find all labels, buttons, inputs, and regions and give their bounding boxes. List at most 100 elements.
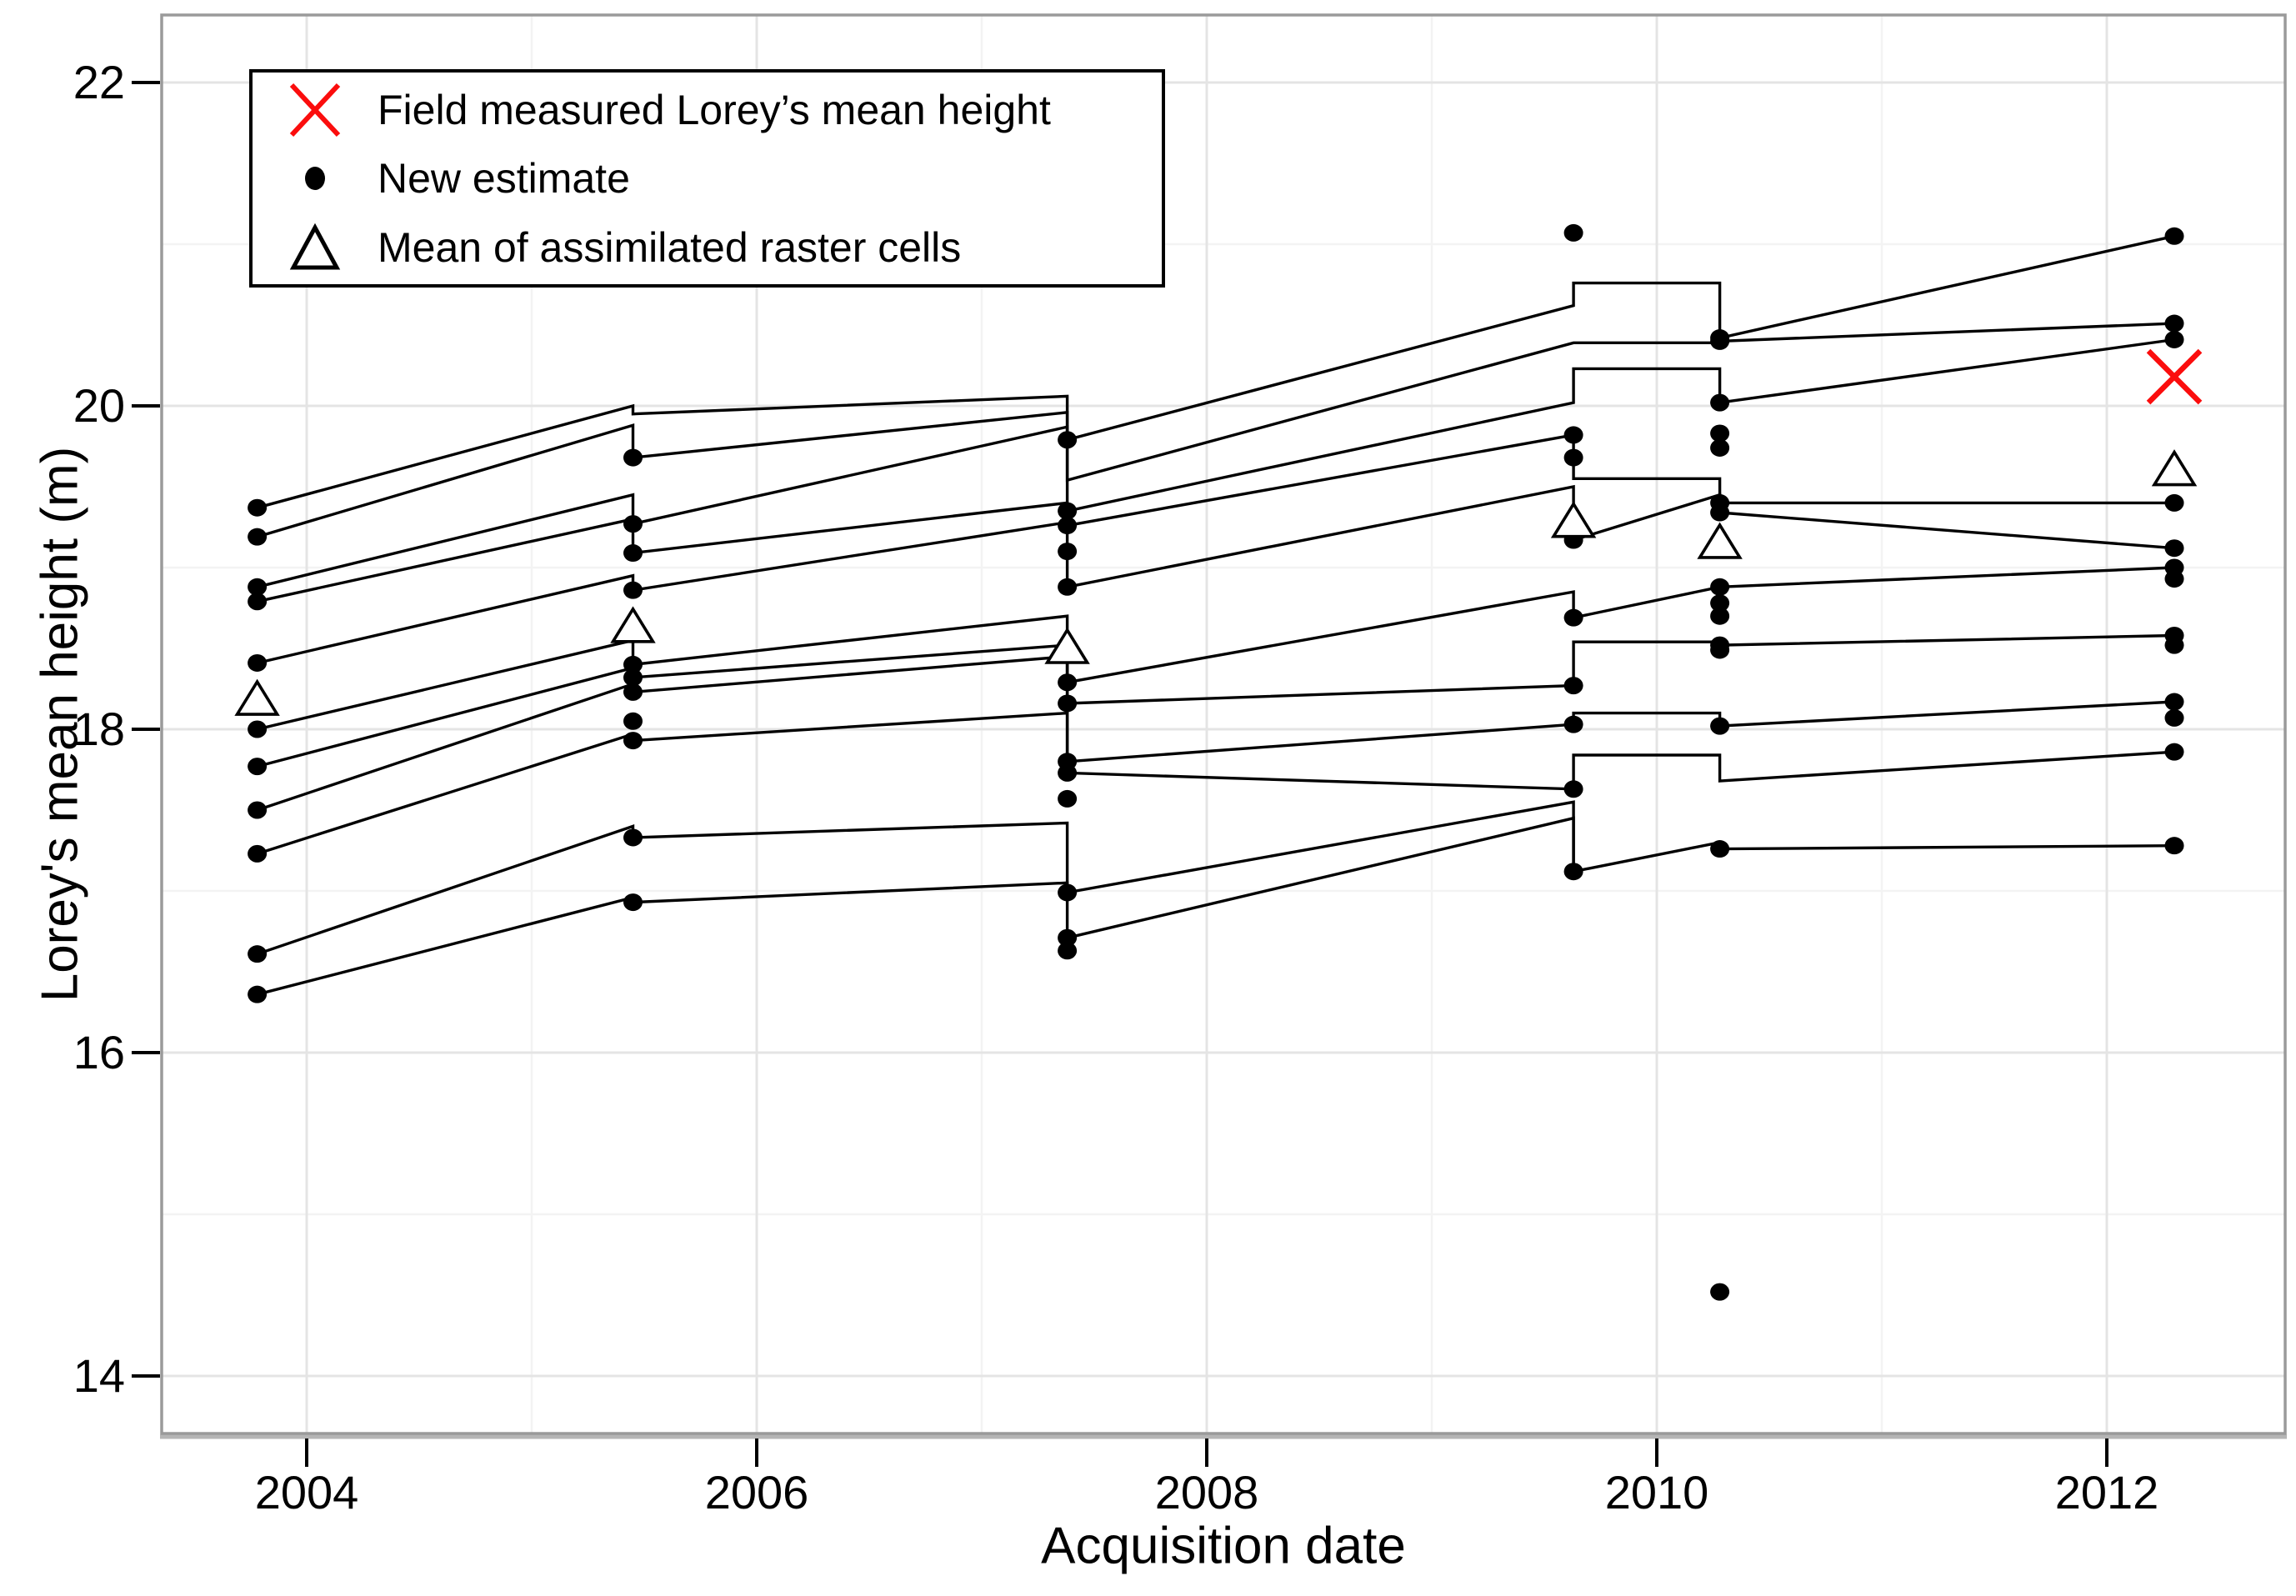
new-estimate-point (623, 893, 643, 912)
new-estimate-point (1563, 608, 1583, 627)
legend-label-raster-mean: Mean of assimilated raster cells (378, 223, 962, 271)
new-estimate-point (623, 668, 643, 687)
new-estimate-point (1058, 789, 1078, 808)
new-estimate-point (1563, 715, 1583, 733)
axis-tick-label: 2010 (1605, 1466, 1709, 1518)
trajectory-line (257, 338, 2175, 588)
new-estimate-point (1710, 1283, 1730, 1301)
new-estimate-point (2164, 314, 2184, 333)
new-estimate-point (2164, 693, 2184, 711)
axis-tick-label: 14 (73, 1349, 125, 1402)
trajectory-line (257, 433, 2174, 603)
axis-tick-label: 2012 (2055, 1466, 2159, 1518)
new-estimate-point (1058, 578, 1078, 596)
new-estimate-point (248, 498, 268, 517)
legend-label-new-estimate: New estimate (378, 155, 630, 202)
new-estimate-point (248, 578, 268, 596)
new-estimate-point (248, 758, 268, 776)
new-estimate-point (1710, 424, 1730, 443)
axis-tick-label: 16 (73, 1026, 125, 1078)
new-estimate-point (1563, 223, 1583, 242)
new-estimate-point (1563, 863, 1583, 881)
new-estimate-point (623, 515, 643, 533)
black-dot-icon (253, 147, 378, 210)
new-estimate-point (248, 528, 268, 546)
new-estimate-point (1058, 942, 1078, 960)
new-estimate-point (248, 653, 268, 672)
new-estimate-point (2164, 636, 2184, 654)
new-estimate-point (623, 732, 643, 750)
panel-border (160, 13, 2287, 1435)
legend-item-raster-mean: Mean of assimilated raster cells (253, 216, 1162, 279)
new-estimate-point (1058, 517, 1078, 535)
new-estimate-point (1710, 503, 1730, 522)
new-estimate-point (623, 655, 643, 673)
axis-tick-label: 18 (73, 703, 125, 755)
raster-mean-triangle (1697, 522, 1743, 559)
raster-mean-triangle (1044, 627, 1090, 664)
new-estimate-point (1710, 393, 1730, 412)
new-estimate-point (623, 683, 643, 701)
axis-tick-label: 2004 (255, 1466, 359, 1518)
raster-mean-triangle (234, 678, 280, 716)
new-estimate-point (1563, 426, 1583, 444)
new-estimate-point (2164, 330, 2184, 348)
new-estimate-point (1563, 677, 1583, 695)
new-estimate-point (623, 581, 643, 599)
new-estimate-point (248, 720, 268, 738)
new-estimate-point (1710, 607, 1730, 625)
x-axis-title: Acquisition date (1041, 1517, 1406, 1575)
raster-mean-triangle (2151, 449, 2198, 487)
new-estimate-point (248, 593, 268, 611)
new-estimate-point (1563, 780, 1583, 798)
legend-label-field-measured: Field measured Lorey’s mean height (378, 86, 1051, 133)
new-estimate-point (623, 712, 643, 730)
new-estimate-point (2164, 227, 2184, 245)
new-estimate-point (2164, 837, 2184, 855)
new-estimate-point (623, 544, 643, 563)
axis-tick-label: 20 (73, 379, 125, 432)
new-estimate-point (1563, 448, 1583, 467)
new-estimate-point (1058, 763, 1078, 782)
new-estimate-point (248, 801, 268, 819)
raster-mean-triangle (610, 606, 656, 643)
new-estimate-point (1710, 332, 1730, 350)
axis-tick-label: 2006 (705, 1466, 809, 1518)
new-estimate-point (2164, 539, 2184, 558)
new-estimate-point (623, 448, 643, 467)
new-estimate-point (1710, 840, 1730, 858)
legend-item-new-estimate: New estimate (253, 147, 1162, 210)
new-estimate-point (1058, 883, 1078, 902)
new-estimate-point (2164, 708, 2184, 727)
new-estimate-point (1058, 673, 1078, 692)
new-estimate-point (1058, 502, 1078, 520)
new-estimate-point (1710, 578, 1730, 596)
field-measured-x-marker (2146, 348, 2203, 405)
new-estimate-point (1710, 594, 1730, 613)
new-estimate-point (1710, 641, 1730, 659)
new-estimate-point (2164, 493, 2184, 512)
new-estimate-point (1710, 717, 1730, 735)
new-estimate-point (1058, 694, 1078, 713)
open-triangle-icon (253, 216, 378, 279)
new-estimate-point (1058, 928, 1078, 947)
trajectory-line (257, 234, 2175, 509)
axis-tick-label: 2008 (1155, 1466, 1259, 1518)
legend-item-field-measured: Field measured Lorey’s mean height (253, 78, 1162, 142)
raster-mean-triangle (1550, 501, 1597, 538)
new-estimate-point (623, 828, 643, 847)
new-estimate-point (248, 985, 268, 1003)
new-estimate-point (2164, 743, 2184, 761)
new-estimate-point (2164, 570, 2184, 588)
new-estimate-point (248, 844, 268, 863)
axis-tick-label: 22 (73, 56, 125, 108)
new-estimate-point (1058, 543, 1078, 561)
new-estimate-point (248, 945, 268, 963)
red-x-icon (253, 78, 378, 142)
y-axis-title: Lorey's mean height (m) (31, 446, 89, 1003)
legend: Field measured Lorey’s mean height New e… (249, 69, 1165, 288)
new-estimate-point (1710, 438, 1730, 457)
new-estimate-point (1058, 431, 1078, 449)
